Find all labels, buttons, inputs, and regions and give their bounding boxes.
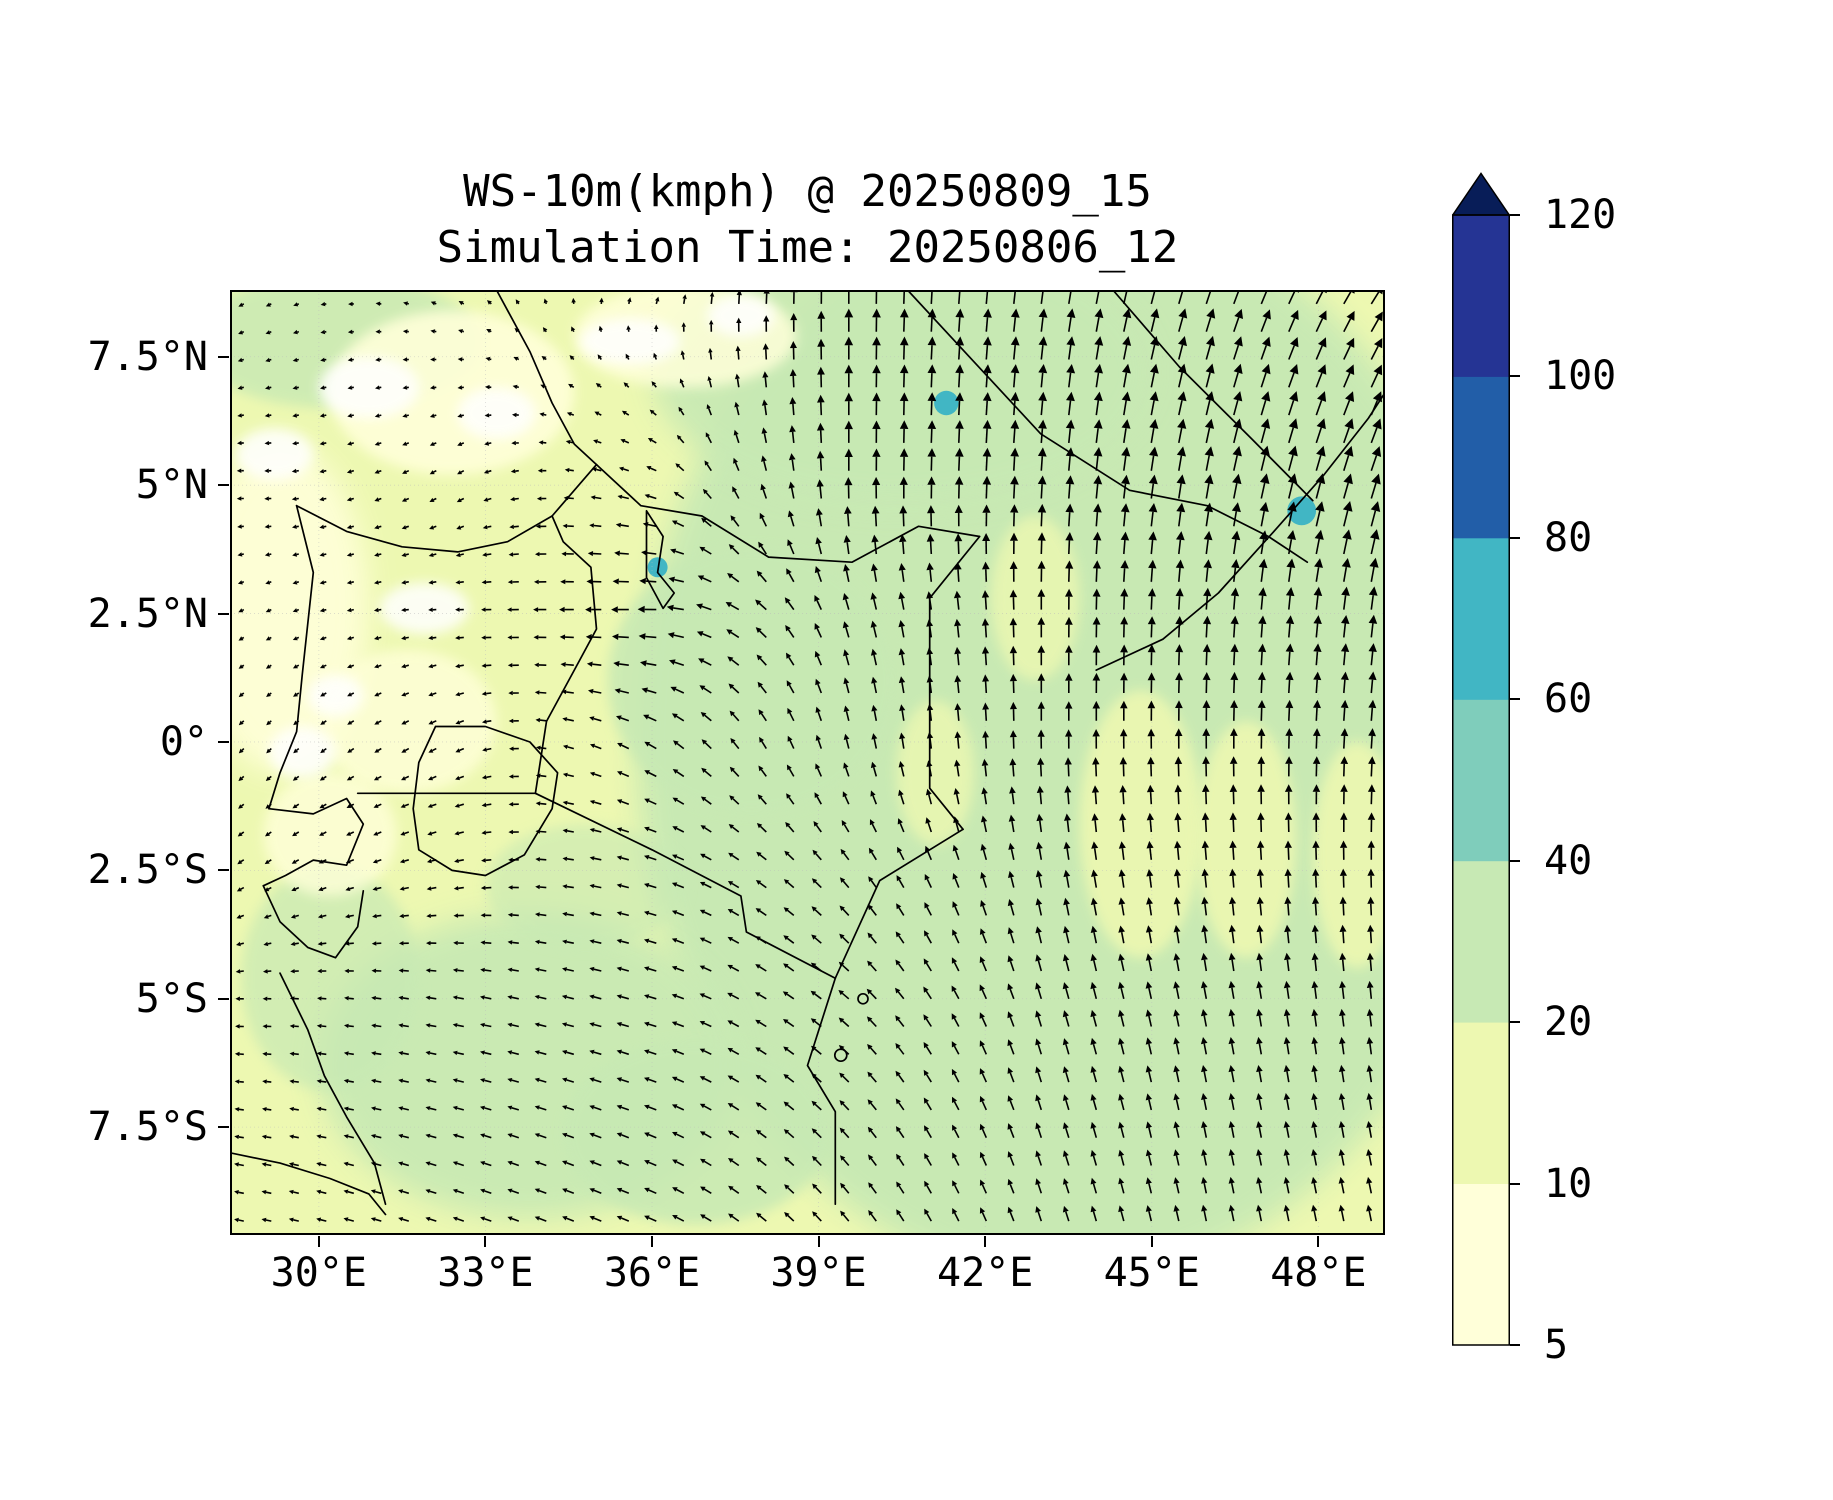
- country-borders: [230, 290, 1385, 1216]
- colorbar-tick-label: 5: [1544, 1322, 1569, 1368]
- colorbar-frame: [1452, 214, 1510, 1346]
- colorbar-tick-label: 10: [1544, 1160, 1593, 1207]
- colorbar-tick-mark: [1510, 375, 1520, 378]
- x-tick-label: 45°E: [1103, 1250, 1200, 1296]
- plot-frame: [230, 290, 1385, 1235]
- x-tick-mark: [317, 1236, 320, 1247]
- colorbar-tick-mark: [1510, 536, 1520, 539]
- wind-arrows: [234, 290, 1383, 1223]
- colorbar-tick-mark: [1510, 1344, 1520, 1346]
- y-tick-mark: [218, 740, 229, 743]
- y-tick-mark: [218, 997, 229, 1000]
- colorbar-tick-label: 80: [1544, 514, 1593, 561]
- chart-title-line2: Simulation Time: 20250806_12: [436, 222, 1179, 273]
- x-tick-mark: [651, 1236, 654, 1247]
- x-tick-mark: [984, 1236, 987, 1247]
- colorbar-tick-label: 100: [1544, 353, 1617, 400]
- x-tick-label: 39°E: [770, 1250, 867, 1296]
- colorbar: [1451, 172, 1511, 1350]
- colorbar-svg: [1451, 172, 1511, 1346]
- contour-shading: [230, 290, 1385, 1235]
- chart-title-line1: WS-10m(kmph) @ 20250809_15: [463, 166, 1152, 217]
- colorbar-tick-label: 60: [1544, 676, 1593, 723]
- colorbar-tick-mark: [1510, 859, 1520, 862]
- y-tick-mark: [218, 1126, 229, 1129]
- colorbar-tick-mark: [1510, 1021, 1520, 1024]
- x-tick-label: 42°E: [937, 1250, 1034, 1296]
- wind-map-svg: [230, 290, 1385, 1235]
- y-tick-mark: [218, 484, 229, 487]
- x-tick-mark: [1317, 1236, 1320, 1247]
- colorbar-tick-mark: [1510, 698, 1520, 701]
- y-tick-mark: [218, 612, 229, 615]
- x-tick-mark: [817, 1236, 820, 1247]
- x-tick-label: 33°E: [437, 1250, 534, 1296]
- y-tick-label: 5°S: [135, 975, 208, 1022]
- y-tick-mark: [218, 355, 229, 358]
- y-tick-label: 7.5°S: [87, 1104, 208, 1151]
- y-tick-label: 7.5°N: [87, 333, 208, 380]
- map-plot-area: [230, 290, 1385, 1235]
- colorbar-tick-label: 40: [1544, 837, 1593, 884]
- colorbar-tick-label: 20: [1544, 999, 1593, 1046]
- colorbar-extend-triangle: [1451, 172, 1511, 216]
- x-tick-mark: [484, 1236, 487, 1247]
- x-tick-label: 36°E: [603, 1250, 701, 1296]
- x-tick-label: 30°E: [270, 1250, 368, 1296]
- x-tick-label: 48°E: [1270, 1250, 1367, 1296]
- colorbar-tick-label: 120: [1544, 192, 1617, 238]
- colorbar-tick-mark: [1510, 214, 1520, 216]
- y-tick-label: 5°N: [135, 462, 208, 509]
- y-tick-label: 2.5°S: [87, 847, 208, 894]
- colorbar-tick-mark: [1510, 1182, 1520, 1185]
- y-tick-label: 0°: [159, 718, 208, 765]
- x-tick-mark: [1150, 1236, 1153, 1247]
- y-tick-mark: [218, 869, 229, 872]
- y-tick-label: 2.5°N: [87, 590, 208, 637]
